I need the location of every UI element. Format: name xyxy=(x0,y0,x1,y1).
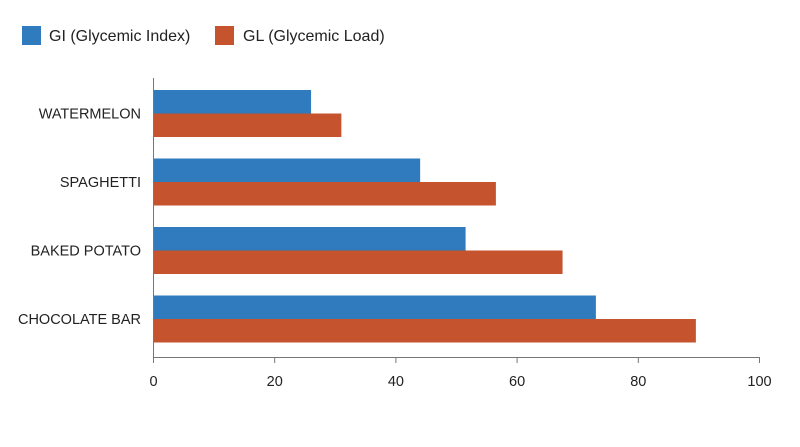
category-labels: WATERMELON SPAGHETTI BAKED POTATO CHOCOLATE… xyxy=(18,107,141,329)
x-tick-label: 60 xyxy=(509,374,525,390)
x-tick-label: 0 xyxy=(149,374,157,390)
bar-chocolate-bar-gi xyxy=(153,295,596,319)
legend: GI (Glycemic Index) GL (Glycemic Load) xyxy=(22,26,385,45)
bar-baked-potato-gi xyxy=(153,227,466,251)
category-label: BAKED POTATO xyxy=(31,244,141,260)
category-label: SPAGHETTI xyxy=(60,175,141,191)
bar-spaghetti-gi xyxy=(153,158,421,182)
bar-spaghetti-gl xyxy=(153,182,496,206)
category-label: WATERMELON xyxy=(39,107,141,123)
bar-chocolate-bar-gl xyxy=(153,319,696,343)
bar-baked-potato-gl xyxy=(153,250,563,274)
legend-label-gi: GI (Glycemic Index) xyxy=(49,28,190,45)
bar-watermelon-gi xyxy=(153,90,312,114)
bar-watermelon-gl xyxy=(153,113,342,137)
legend-swatch-gi xyxy=(22,26,41,45)
x-tick-label: 100 xyxy=(747,374,771,390)
x-tick-label: 20 xyxy=(267,374,283,390)
category-label: CHOCOLATE BAR xyxy=(18,312,141,328)
x-tick-label: 40 xyxy=(388,374,404,390)
legend-swatch-gl xyxy=(215,26,234,45)
axes xyxy=(153,78,760,358)
bars xyxy=(153,90,696,343)
x-axis-ticks: 0 20 40 60 80 100 xyxy=(149,357,772,390)
legend-label-gl: GL (Glycemic Load) xyxy=(243,28,385,45)
x-tick-label: 80 xyxy=(630,374,646,390)
